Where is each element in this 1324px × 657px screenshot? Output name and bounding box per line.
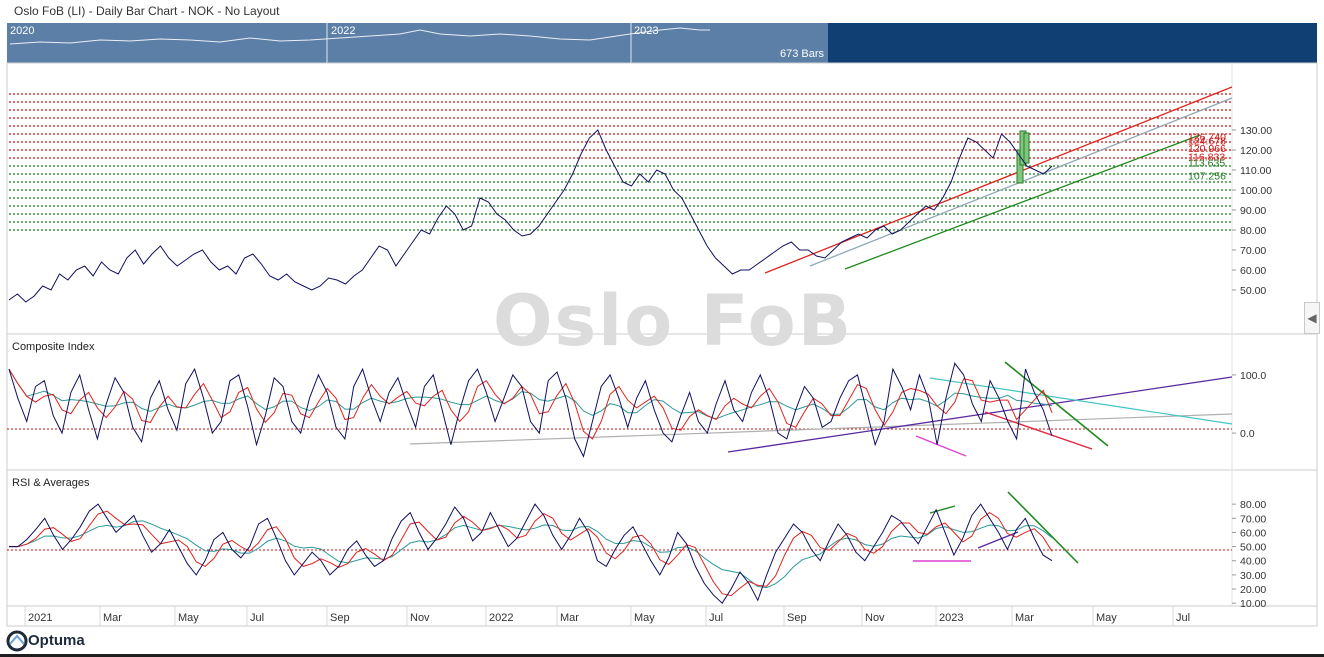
date-label: May <box>634 612 655 624</box>
y-tick-label: 110.00 <box>1240 165 1271 177</box>
y-tick-label: 50.00 <box>1240 285 1266 297</box>
average-line-teal <box>9 520 1053 589</box>
y-tick-label: 80.00 <box>1240 225 1266 237</box>
y-tick-label: 120.00 <box>1240 145 1272 157</box>
level-label: 113.635 <box>1188 158 1225 170</box>
bars-count: 673 Bars <box>779 48 824 60</box>
price-trendlines <box>764 86 1233 274</box>
y-tick-label: 20.00 <box>1240 584 1266 596</box>
average-line-red <box>8 368 1053 440</box>
y-tick-label: 90.00 <box>1240 205 1266 217</box>
chevron-left-icon: ◀ <box>1307 311 1317 325</box>
trendline-red <box>764 86 1233 274</box>
price-levels <box>9 93 1232 231</box>
y-tick-label: 40.00 <box>1240 556 1266 568</box>
navigator-sparkline <box>9 27 710 45</box>
average-line-red <box>9 510 1053 597</box>
price-series <box>8 129 1053 303</box>
y-tick-label: 30.00 <box>1240 570 1266 582</box>
date-label: Mar <box>1015 612 1034 624</box>
y-tick-label: 100.00 <box>1240 185 1272 197</box>
date-label: Jul <box>1176 612 1190 624</box>
rsi-panel-title: RSI & Averages <box>12 477 90 489</box>
y-tick-label: 60.00 <box>1240 527 1266 539</box>
level-label: 124.678 <box>1188 136 1226 148</box>
date-label: Mar <box>560 612 579 624</box>
date-label: 2023 <box>939 612 963 624</box>
navigator-future <box>828 23 1317 63</box>
trendline-green <box>844 134 1201 270</box>
rsi-trendline-green <box>929 505 956 514</box>
indicator-line <box>8 362 1053 458</box>
chart-title: Oslo FoB (LI) - Daily Bar Chart - NOK - … <box>14 4 280 18</box>
rsi-series <box>9 503 1053 604</box>
y-tick-label: 70.00 <box>1240 513 1266 525</box>
level-label: 126.740 <box>1188 132 1226 144</box>
navigator-year-2023: 2023 <box>634 25 659 37</box>
date-label: 2022 <box>489 612 513 624</box>
date-label: Sep <box>330 612 350 624</box>
y-tick-label: 10.00 <box>1240 598 1266 610</box>
y-tick-label: 60.00 <box>1240 265 1266 277</box>
date-label: Sep <box>787 612 807 624</box>
composite-axis: 100.0 0.0 <box>1232 370 1266 440</box>
y-tick-label: 80.00 <box>1240 499 1266 511</box>
level-label: 107.256 <box>1188 170 1226 182</box>
navigator-range <box>7 23 828 63</box>
composite-trendline-green <box>1004 361 1109 447</box>
date-axis: 2021 Mar May Jul Sep Nov 2022 Mar May Jul Sep Nov 20… <box>24 606 1190 626</box>
date-label: Nov <box>865 612 885 624</box>
date-label: Jul <box>709 612 723 624</box>
level-label: 116.833 <box>1188 151 1225 163</box>
composite-panel-title: Composite Index <box>12 341 95 353</box>
y-tick-label: 0.0 <box>1240 428 1255 440</box>
date-label: May <box>178 612 199 624</box>
date-label: 2021 <box>28 612 52 624</box>
y-tick-label: 100.0 <box>1240 370 1266 382</box>
composite-trendline-red <box>984 411 1093 450</box>
navigator-year-2022: 2022 <box>331 25 356 37</box>
date-label: Nov <box>410 612 430 624</box>
price-axis: 130.00 120.00 110.00 100.00 90.00 80.00 70.00 6… <box>1232 125 1272 297</box>
collapse-panel-button[interactable]: ◀ <box>1304 302 1320 334</box>
y-tick-label: 50.00 <box>1240 542 1266 554</box>
composite-series <box>8 362 1053 458</box>
bottom-rule <box>0 654 1324 657</box>
navigator-year-2020: 2020 <box>10 25 35 37</box>
price-line <box>8 129 1053 303</box>
y-tick-label: 130.00 <box>1240 125 1272 137</box>
composite-trendline-cyan <box>929 377 1233 425</box>
highlight-bars <box>1016 130 1030 184</box>
date-axis-frame <box>6 605 1318 627</box>
date-label: May <box>1096 612 1117 624</box>
composite-trendline-magenta <box>915 435 967 457</box>
composite-trendline-purple <box>727 376 1233 453</box>
date-label: Jul <box>250 612 264 624</box>
logo-text: Optuma <box>28 632 85 649</box>
rsi-decorations <box>7 491 1232 564</box>
y-tick-label: 70.00 <box>1240 245 1266 257</box>
optuma-logo-icon <box>6 630 28 652</box>
rsi-axis: 80.00 70.00 60.00 50.00 40.00 30.00 20.00 10.00 <box>1232 499 1266 610</box>
rsi-trendline-green <box>1007 491 1079 564</box>
rsi-panel-frame <box>6 469 1318 607</box>
level-label: 120.966 <box>1188 143 1226 155</box>
navigator[interactable] <box>0 0 1324 70</box>
date-label: Mar <box>103 612 122 624</box>
highlight-bar <box>1023 132 1030 164</box>
composite-trendline-gray <box>409 413 1233 445</box>
watermark: Oslo FoB <box>493 280 854 362</box>
level-labels: 126.740124.678120.966116.833113.635107.2… <box>1188 132 1226 183</box>
rsi-line <box>9 503 1053 604</box>
